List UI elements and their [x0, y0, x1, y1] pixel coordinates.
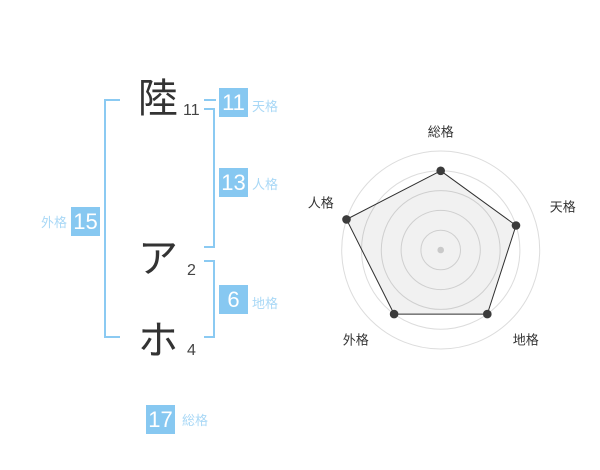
stroke-count-3: 4: [187, 342, 196, 359]
radar-data-point: [389, 309, 399, 319]
tenkaku-score-badge: 11: [219, 88, 248, 117]
radar-data-point: [342, 215, 351, 224]
tenkaku-connector-line: [204, 99, 216, 101]
chikaku-score-badge: 6: [219, 285, 248, 314]
radar-axis-label: 人格: [308, 196, 334, 211]
radar-grid-ring: [400, 209, 481, 291]
jinkaku-score-badge: 13: [219, 168, 248, 197]
radar-grid-ring: [420, 229, 461, 271]
gaikaku-bracket: [104, 99, 120, 338]
jinkaku-label: 人格: [252, 177, 279, 192]
radar-data-point: [511, 221, 521, 230]
chikaku-bracket: [204, 260, 215, 338]
gaikaku-label: 外格: [41, 215, 68, 230]
chikaku-label: 地格: [252, 296, 279, 311]
stroke-count-2: 2: [187, 262, 196, 279]
soukaku-label: 総格: [182, 413, 209, 428]
name-character-2: ア: [138, 237, 178, 281]
radar-grid-ring: [341, 150, 541, 350]
radar-axis-label: 総格: [428, 125, 454, 140]
stroke-count-1: 11: [183, 102, 200, 119]
tenkaku-label: 天格: [252, 99, 279, 114]
radar-data-point: [436, 166, 445, 176]
radar-data-polygon: [345, 170, 517, 315]
radar-center-dot: [437, 246, 444, 254]
radar-axis-label: 天格: [550, 200, 576, 215]
gaikaku-score-badge: 15: [71, 207, 100, 236]
soukaku-score-badge: 17: [146, 405, 175, 434]
radar-data-point: [483, 309, 492, 319]
name-character-3: ホ: [138, 319, 178, 363]
jinkaku-bracket: [204, 108, 215, 248]
name-character-1: 陸: [138, 77, 178, 121]
radar-axis-label: 外格: [343, 333, 369, 348]
radar-axis-label: 地格: [513, 333, 539, 348]
radar-grid-ring: [380, 190, 501, 310]
